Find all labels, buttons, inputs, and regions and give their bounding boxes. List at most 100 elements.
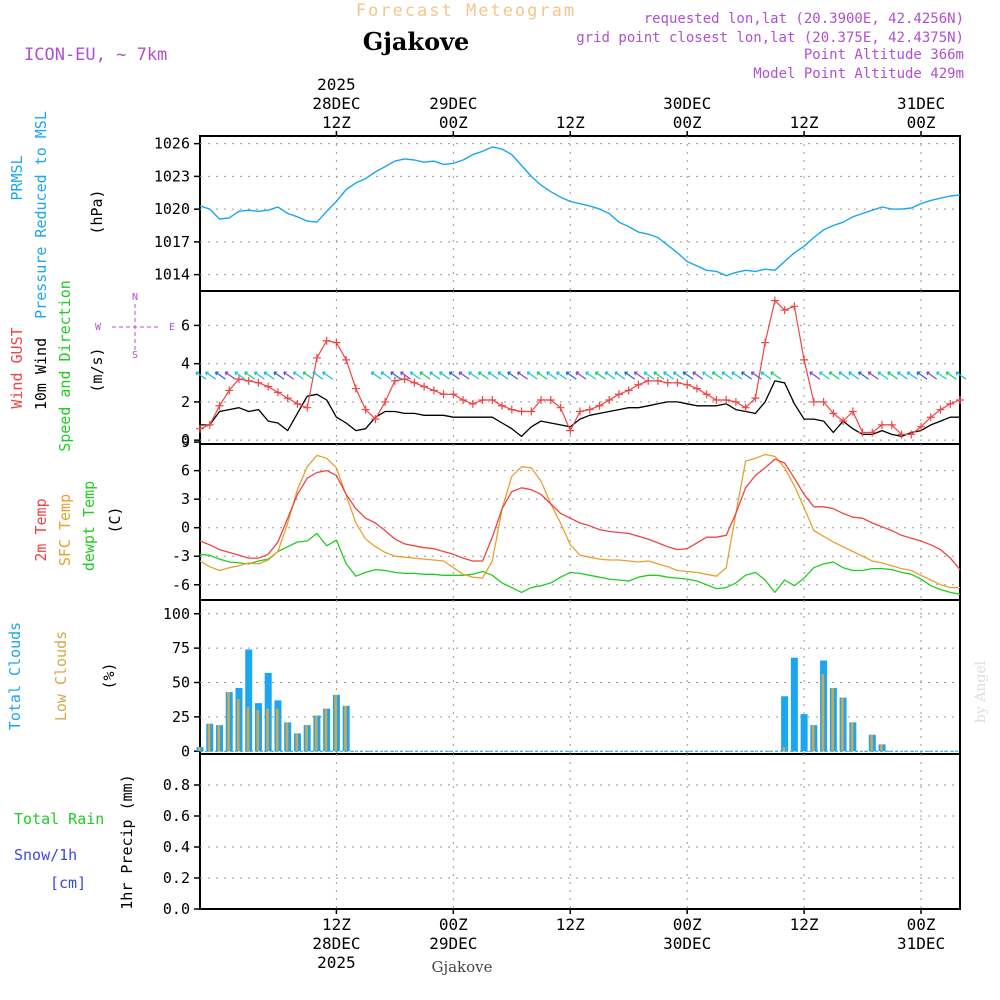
wind-direction-arrow [575,371,587,380]
cloud-ytick-label: 0 [181,742,190,760]
wind-direction-arrow [302,371,314,380]
cloud-label-low: Low Clouds [52,631,70,721]
cloud-label-total: Total Clouds [6,622,24,730]
temp-label-sfc: SFC Temp [56,494,74,566]
low-cloud-bar [870,734,873,752]
wind-gust-point [390,376,399,385]
wind-gust-point [342,355,351,364]
wind-direction-arrow [867,371,879,380]
point-altitude: Point Altitude 366m [804,47,964,63]
cloud-ytick-label: 50 [172,674,190,692]
pressure-ytick-label: 1014 [154,266,190,284]
wind-gust-point [537,396,546,405]
wind-ytick-label: 4 [181,355,190,373]
low-cloud-bar [811,725,815,752]
wind-label-10m: 10m Wind [32,338,50,410]
wind-gust-point [692,384,701,393]
top-axis-label: 29DEC [429,94,477,113]
wind-direction-arrow [741,371,752,380]
temp-ytick-label: 9 [181,433,190,451]
wind-direction-arrow [663,371,675,380]
pressure-panel-frame [199,135,961,292]
pressure-ytick-label: 1020 [154,200,190,218]
low-cloud-bar [227,692,230,752]
wind-direction-arrow [935,371,947,380]
bottom-axis-label: 2025 [317,953,356,972]
wind-direction-arrow [234,371,246,380]
total-cloud-bar [781,696,789,752]
wind-direction-arrow [731,371,743,380]
wind-gust-point [225,386,234,395]
low-cloud-bar [256,710,260,752]
wind-ytick-label: 6 [181,316,190,334]
wind-gust-point [663,378,672,387]
wind-gust-point [566,426,575,435]
wind-direction-arrow [594,371,606,380]
wind-direction-arrow [439,371,450,380]
wind-direction-arrow [244,371,256,380]
wind-direction-arrow [838,371,850,380]
wind-gust-point [839,417,848,426]
wind-gust-point [887,420,896,429]
pressure-ytick-label: 1017 [154,233,190,251]
wind-direction-arrow [195,371,207,380]
low-cloud-bar [207,723,211,752]
pressure-label-desc: Pressure Reduced to MSL [32,111,50,319]
low-cloud-bar [246,707,250,752]
low-cloud-bar [217,725,221,752]
low-cloud-bar [305,725,308,752]
wind-gust-point [848,407,857,416]
wind-gust-point [439,390,448,399]
compass-e: E [169,322,175,333]
wind-direction-arrow [896,371,908,380]
wind-gust-point [741,403,750,412]
gridpoint-coords: grid point closest lon,lat (20.375E, 42.… [576,30,964,46]
low-cloud-bar [821,674,825,752]
wind-direction-arrow [585,371,597,380]
wind-gust-point [653,376,662,385]
wind-direction-arrow [497,371,509,380]
wind-ytick-label: 0 [181,431,190,449]
wind-gust-point [420,382,429,391]
wind-gust-point [507,405,516,414]
wind-direction-arrow [292,371,304,380]
wind-gust-point [429,386,438,395]
total-cloud-bar [245,649,253,752]
wind-gust-point [303,403,312,412]
wind-gust-point [254,378,263,387]
wind-gust-point [196,424,204,433]
wind-label-speed-dir: Speed and Direction [56,280,74,452]
wind-gust-point [673,378,682,387]
wind-gust-point [459,396,468,405]
temp-ytick-label: 0 [181,519,190,537]
wind-direction-arrow [526,371,538,380]
wind-direction-arrow [721,371,733,380]
wind-direction-arrow [380,371,392,380]
wind-gust-point [595,401,604,410]
credit-label: by Angel [973,660,989,723]
precip-panel-frame [199,753,961,910]
cloud-ytick-label: 25 [172,708,190,726]
top-axis-label: 12Z [790,113,819,132]
bottom-axis-label: 31DEC [897,934,945,953]
low-cloud-bar [850,722,854,752]
temp-ytick-label: 3 [181,490,190,508]
wind-gust-point [605,396,614,405]
precip-label-total-rain: Total Rain [14,810,104,828]
temp-ytick-label: -3 [172,547,190,565]
wind-direction-arrow [546,371,558,380]
pressure-ytick-label: 1023 [154,167,190,185]
wind-gust-point [546,396,555,405]
wind-gust-point [381,397,390,406]
wind-direction-arrow [565,371,577,380]
top-axis-label: 12Z [556,113,585,132]
bottom-axis-label: 12Z [322,915,351,934]
wind-direction-arrow [370,371,382,380]
wind-gust-point [556,403,565,412]
wind-gust-point [361,405,370,414]
wind-direction-arrow [916,371,928,380]
wind-direction-arrow [672,371,684,380]
low-cloud-bar [236,699,240,752]
wind-gust-point [312,353,321,362]
